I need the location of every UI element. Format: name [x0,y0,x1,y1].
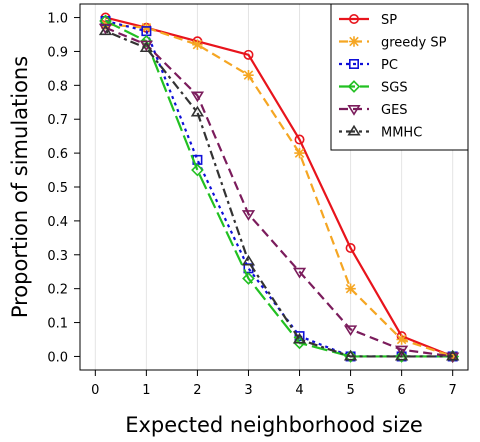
data-point [345,283,356,294]
data-point [343,349,358,361]
legend-label: MMHC [381,126,422,141]
data-point [292,267,307,279]
y-tick-label-0.1: 0.1 [47,317,68,332]
data-point [243,69,254,81]
data-point [191,163,204,177]
data-point [394,345,409,357]
y-tick-label-0.6: 0.6 [47,147,68,162]
y-tick-label-0.8: 0.8 [47,79,68,94]
data-point [294,134,305,145]
series-line [105,30,453,358]
y-axis-title: Proportion of simulations [8,56,32,318]
data-point [98,24,113,36]
data-point [243,49,254,60]
legend-label: SP [381,13,397,28]
legend-item-pc: PC [339,58,398,73]
data-point [396,334,407,345]
legend: SP greedy SP PC SGS GES MMHC [330,3,469,151]
data-point [192,39,203,50]
data-point [141,22,152,33]
series-line [105,19,453,358]
legend-marker [348,58,359,69]
legend-marker [347,105,361,116]
x-tick-label-2: 2 [193,383,201,398]
data-point [190,105,205,117]
y-tick-label-0.7: 0.7 [47,113,68,128]
legend-marker [348,36,360,47]
y-tick-label-0.5: 0.5 [47,181,68,196]
legend-label: SGS [381,81,408,96]
x-axis: 0 1 2 3 4 5 6 7 [91,370,457,398]
x-tick-label-5: 5 [346,383,354,398]
data-point [242,272,255,285]
series-line [105,19,453,358]
legend-label: PC [381,58,398,73]
x-tick-label-3: 3 [244,383,252,398]
x-axis-title: Expected neighborhood size [125,413,423,437]
y-tick-label-0.9: 0.9 [47,45,68,60]
data-point [190,91,205,103]
legend-label: GES [381,103,408,118]
series-line [105,26,453,358]
series-line [105,23,454,358]
y-tick-label-1.0: 1.0 [47,12,68,27]
data-point [345,243,356,254]
y-axis: 0.0 0.1 0.2 0.3 0.4 0.5 0.6 0.7 0.8 0.9 1.0 [47,12,80,365]
data-point [395,350,408,363]
legend-item-ges: GES [339,103,408,118]
data-point [139,41,154,53]
legend-marker [348,14,359,24]
x-tick-label-0: 0 [91,383,99,398]
data-point [292,332,307,344]
x-tick-label-7: 7 [449,383,457,398]
x-tick-label-6: 6 [397,383,405,398]
data-point [343,325,358,337]
data-point [140,34,153,48]
y-tick-label-0.3: 0.3 [47,249,68,264]
legend-marker [347,80,361,93]
legend-marker [347,124,361,136]
y-tick-label-0.0: 0.0 [47,350,68,365]
legend-item-greedy-sp: greedy SP [339,36,447,51]
data-point [241,210,256,221]
data-point [241,254,256,266]
series-layer [98,12,460,364]
legend-item-sgs: SGS [339,80,408,96]
data-point [394,349,409,361]
y-tick-label-0.2: 0.2 [47,283,68,298]
legend-label: greedy SP [381,36,447,51]
x-tick-label-4: 4 [295,383,303,398]
series-mmhc [98,24,460,361]
x-tick-label-1: 1 [142,383,150,398]
data-point [294,147,305,159]
legend-item-mmhc: MMHC [339,124,422,141]
legend-item-sp: SP [339,13,397,28]
y-tick-label-0.4: 0.4 [47,215,68,230]
data-point [446,349,460,361]
